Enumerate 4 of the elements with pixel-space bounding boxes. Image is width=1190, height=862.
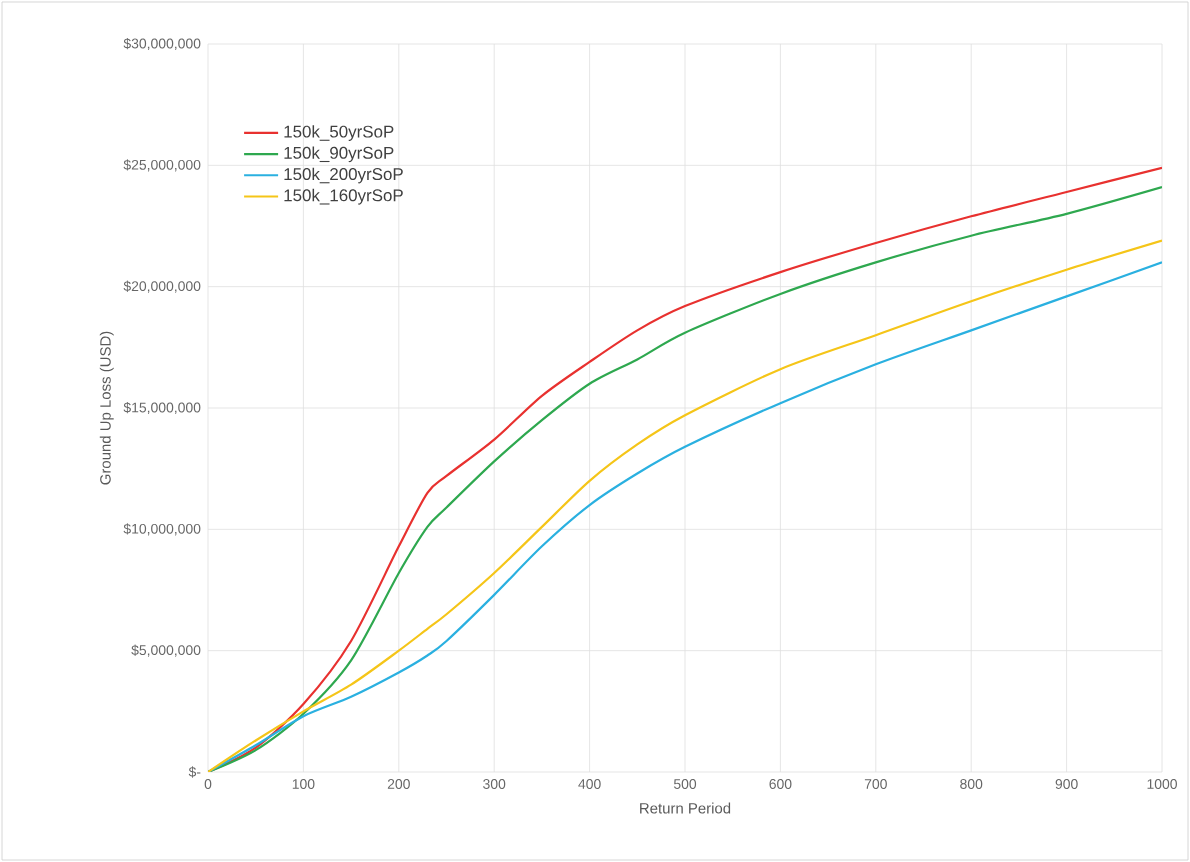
legend-label: 150k_200yrSoP bbox=[284, 167, 403, 184]
legend-label: 150k_50yrSoP bbox=[284, 125, 394, 141]
legend-label: 150k_160yrSoP bbox=[284, 188, 403, 205]
legend-label: 150k_90yrSoP bbox=[284, 146, 394, 163]
